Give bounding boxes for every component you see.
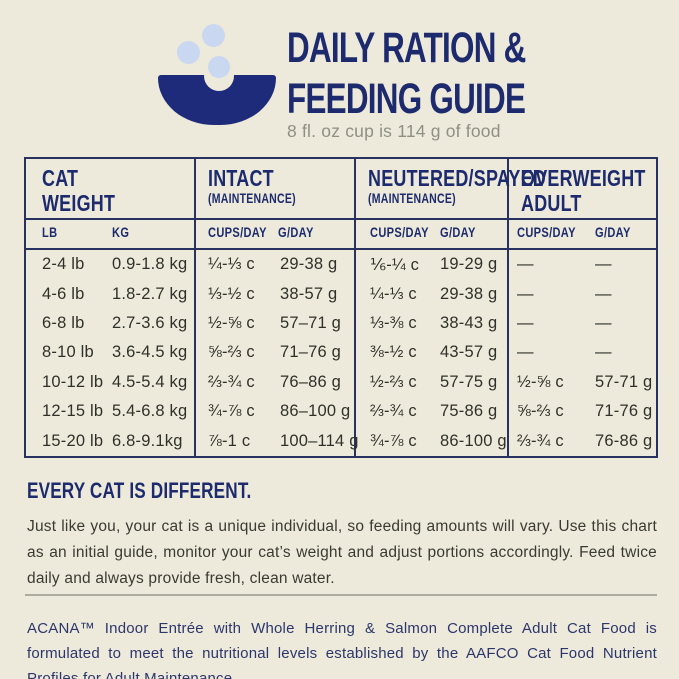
cell-neutered-g: 43-57 g bbox=[440, 343, 498, 362]
footer-divider bbox=[25, 594, 657, 596]
cell-overweight-g: — bbox=[595, 284, 612, 303]
column-divider bbox=[194, 159, 196, 456]
note-body: Just like you, your cat is a unique indi… bbox=[27, 518, 657, 587]
note-heading: EVERY CAT IS DIFFERENT. bbox=[27, 478, 252, 503]
feeding-table-body: 2-4 lb 0.9-1.8 kg ¼-⅓ c 29-38 g ⅙-¼ c 19… bbox=[26, 250, 656, 456]
cell-lb: 4-6 lb bbox=[42, 284, 85, 303]
subheader-g-day: G/DAY bbox=[440, 225, 476, 240]
feeding-table: CAT WEIGHT INTACT (MAINTENANCE) NEUTERED… bbox=[24, 157, 658, 458]
subheader-g-day: G/DAY bbox=[278, 225, 314, 240]
cell-neutered-cups: ½-⅔ c bbox=[370, 372, 417, 391]
cell-overweight-g: 76-86 g bbox=[595, 431, 653, 450]
cell-intact-g: 100–114 g bbox=[280, 431, 359, 450]
cell-intact-g: 76–86 g bbox=[280, 372, 342, 391]
column-header-intact: INTACT (MAINTENANCE) bbox=[208, 165, 296, 207]
cell-neutered-g: 19-29 g bbox=[440, 255, 498, 274]
cell-neutered-g: 38-43 g bbox=[440, 313, 498, 332]
column-header-neutered-spayed: NEUTERED/SPAYED (MAINTENANCE) bbox=[368, 165, 546, 207]
cell-intact-cups: ¾-⅞ c bbox=[208, 402, 255, 421]
cell-kg: 4.5-5.4 kg bbox=[112, 372, 188, 391]
cell-overweight-cups: — bbox=[517, 255, 534, 274]
subheader-lb: LB bbox=[42, 225, 58, 240]
cell-overweight-g: 57-71 g bbox=[595, 372, 653, 391]
cell-kg: 1.8-2.7 kg bbox=[112, 284, 188, 303]
cell-intact-cups: ⅞-1 c bbox=[208, 431, 251, 450]
title-line-1: DAILY RATION & bbox=[287, 24, 526, 72]
subheader-cups-day: CUPS/DAY bbox=[370, 225, 429, 240]
cell-kg: 2.7-3.6 kg bbox=[112, 313, 188, 332]
cell-kg: 3.6-4.5 kg bbox=[112, 343, 188, 362]
cell-lb: 10-12 lb bbox=[42, 372, 104, 391]
cell-kg: 0.9-1.8 kg bbox=[112, 255, 188, 274]
cell-overweight-g: — bbox=[595, 255, 612, 274]
cell-neutered-g: 29-38 g bbox=[440, 284, 498, 303]
cell-overweight-cups: — bbox=[517, 343, 534, 362]
cell-overweight-cups: — bbox=[517, 313, 534, 332]
cell-neutered-g: 75-86 g bbox=[440, 402, 498, 421]
row-divider bbox=[26, 218, 656, 220]
cell-neutered-cups: ⅓-⅜ c bbox=[370, 313, 417, 332]
cell-overweight-g: 71-76 g bbox=[595, 402, 653, 421]
cell-intact-cups: ¼-⅓ c bbox=[208, 255, 255, 274]
cell-neutered-cups: ⅜-½ c bbox=[370, 343, 417, 362]
cell-neutered-cups: ¾-⅞ c bbox=[370, 431, 417, 450]
cell-intact-g: 29-38 g bbox=[280, 255, 338, 274]
cup-size-note: 8 fl. oz cup is 114 g of food bbox=[287, 121, 501, 141]
cell-overweight-cups: ⅝-⅔ c bbox=[517, 402, 564, 421]
subheader-kg: KG bbox=[112, 225, 130, 240]
cell-overweight-g: — bbox=[595, 343, 612, 362]
cell-lb: 12-15 lb bbox=[42, 402, 104, 421]
subheader-cups-day: CUPS/DAY bbox=[208, 225, 267, 240]
cell-neutered-g: 57-75 g bbox=[440, 372, 498, 391]
row-divider bbox=[26, 248, 656, 250]
cell-lb: 8-10 lb bbox=[42, 343, 94, 362]
title-line-2: FEEDING GUIDE bbox=[287, 75, 526, 123]
food-bowl-icon bbox=[158, 22, 280, 127]
kibble-dot-icon bbox=[208, 56, 230, 78]
cell-intact-cups: ⅝-⅔ c bbox=[208, 343, 255, 362]
subheader-cups-day: CUPS/DAY bbox=[517, 225, 576, 240]
cell-neutered-cups: ⅙-¼ c bbox=[370, 255, 420, 274]
cell-intact-cups: ⅓-½ c bbox=[208, 284, 255, 303]
cell-lb: 15-20 lb bbox=[42, 431, 104, 450]
kibble-dot-icon bbox=[177, 41, 200, 64]
cell-intact-cups: ⅔-¾ c bbox=[208, 372, 255, 391]
cell-kg: 6.8-9.1kg bbox=[112, 431, 183, 450]
cell-intact-g: 86–100 g bbox=[280, 402, 351, 421]
column-divider bbox=[507, 159, 509, 456]
column-header-cat-weight: CAT WEIGHT bbox=[42, 165, 116, 216]
column-header-overweight-adult: OVERWEIGHT ADULT bbox=[521, 165, 646, 216]
cell-intact-g: 71–76 g bbox=[280, 343, 342, 362]
cell-kg: 5.4-6.8 kg bbox=[112, 402, 188, 421]
cell-lb: 2-4 lb bbox=[42, 255, 85, 274]
cell-lb: 6-8 lb bbox=[42, 313, 85, 332]
cell-overweight-g: — bbox=[595, 313, 612, 332]
cell-overweight-cups: — bbox=[517, 284, 534, 303]
aafco-statement: ACANA™ Indoor Entrée with Whole Herring … bbox=[27, 620, 657, 679]
column-divider bbox=[354, 159, 356, 456]
cell-intact-cups: ½-⅝ c bbox=[208, 313, 255, 332]
cell-neutered-cups: ¼-⅓ c bbox=[370, 284, 417, 303]
cell-neutered-cups: ⅔-¾ c bbox=[370, 402, 417, 421]
cell-intact-g: 57–71 g bbox=[280, 313, 342, 332]
page-title: DAILY RATION & FEEDING GUIDE bbox=[287, 23, 526, 125]
kibble-dot-icon bbox=[202, 24, 225, 47]
cell-overweight-cups: ⅔-¾ c bbox=[517, 431, 564, 450]
subheader-g-day: G/DAY bbox=[595, 225, 631, 240]
cell-overweight-cups: ½-⅝ c bbox=[517, 372, 564, 391]
cell-neutered-g: 86-100 g bbox=[440, 431, 507, 450]
cell-intact-g: 38-57 g bbox=[280, 284, 338, 303]
